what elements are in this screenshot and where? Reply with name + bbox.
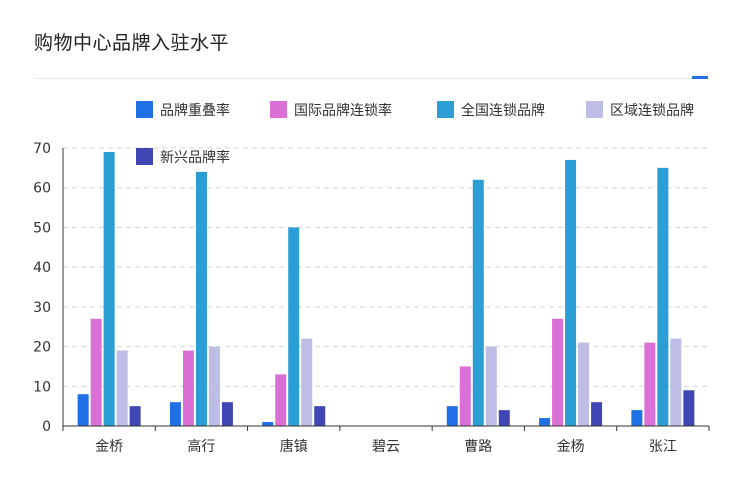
bar[interactable] [314, 406, 326, 426]
bar[interactable] [591, 402, 603, 426]
bar[interactable] [103, 151, 115, 426]
x-tick-label: 张江 [649, 439, 677, 455]
bar[interactable] [208, 346, 220, 426]
legend-label[interactable]: 新兴品牌率 [160, 149, 230, 166]
bar[interactable] [129, 406, 141, 426]
x-tick-label: 唐镇 [280, 438, 308, 455]
x-tick-label: 碧云 [372, 439, 400, 455]
x-tick-label: 金桥 [95, 439, 123, 455]
bar[interactable] [301, 338, 313, 426]
bar[interactable] [485, 346, 497, 426]
bar[interactable] [552, 318, 564, 426]
bar[interactable] [90, 318, 102, 426]
bar[interactable] [578, 342, 590, 426]
x-tick-label: 金杨 [557, 439, 585, 455]
y-tick-label: 70 [33, 141, 51, 157]
axes: 0 10 20 30 40 50 60 70 金桥 高行 唐镇 碧云 曹路 金杨 张江 [33, 141, 710, 455]
bar[interactable] [221, 402, 233, 426]
bar[interactable] [195, 171, 207, 426]
legend-swatch[interactable] [586, 101, 603, 118]
title-divider [34, 78, 708, 79]
bar[interactable] [631, 410, 643, 426]
bar[interactable] [262, 422, 274, 426]
y-tick-label: 30 [33, 300, 51, 316]
bar[interactable] [683, 390, 695, 426]
chart-title: 购物中心品牌入驻水平 [34, 32, 230, 54]
y-tick-label: 50 [33, 220, 51, 236]
bars [77, 151, 695, 426]
y-tick-label: 40 [33, 260, 51, 276]
bar[interactable] [275, 374, 287, 426]
legend-swatch[interactable] [136, 101, 153, 118]
legend-label[interactable]: 全国连锁品牌 [461, 102, 545, 119]
bar[interactable] [498, 410, 510, 426]
bar[interactable] [459, 366, 471, 426]
y-tick-label: 60 [33, 181, 51, 197]
x-tick-label: 高行 [187, 438, 215, 455]
y-tick-label: 0 [42, 419, 51, 435]
bar[interactable] [182, 350, 194, 426]
bar[interactable] [539, 418, 551, 426]
y-tick-label: 20 [33, 340, 51, 356]
bar[interactable] [644, 342, 656, 426]
bar[interactable] [472, 179, 484, 426]
legend-swatch[interactable] [437, 101, 454, 118]
accent-marker [692, 76, 708, 79]
legend-swatch[interactable] [270, 101, 287, 118]
grid-lines [63, 147, 709, 387]
legend-label[interactable]: 区域连锁品牌 [610, 102, 694, 119]
bar[interactable] [288, 227, 300, 426]
legend-swatch[interactable] [136, 148, 153, 165]
bar[interactable] [77, 394, 89, 426]
bar[interactable] [670, 338, 682, 426]
y-tick-label: 10 [33, 379, 51, 395]
legend-label[interactable]: 国际品牌连锁率 [294, 102, 392, 119]
legend-label[interactable]: 品牌重叠率 [160, 102, 230, 119]
bar[interactable] [565, 159, 577, 426]
bar[interactable] [446, 406, 458, 426]
bar[interactable] [169, 402, 181, 426]
bar[interactable] [657, 167, 669, 426]
bar[interactable] [116, 350, 128, 426]
x-tick-label: 曹路 [464, 439, 492, 455]
